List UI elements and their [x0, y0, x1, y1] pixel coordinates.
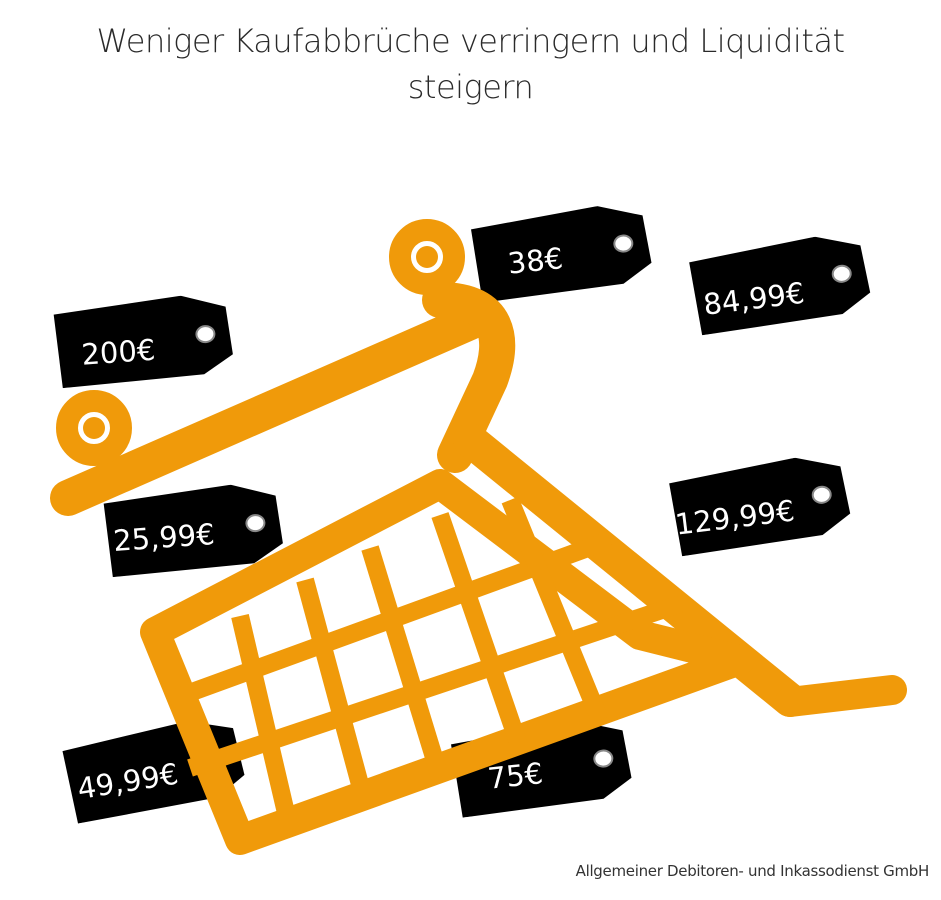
tag-label: 200€ — [80, 333, 156, 372]
shopping-cart-icon — [50, 219, 907, 855]
title-line-2: steigern — [407, 68, 534, 106]
price-tag-25-99: 25,99€ — [101, 480, 286, 578]
wheel-hub-left — [83, 417, 105, 439]
tag-label: 38€ — [506, 241, 565, 281]
price-tag-84-99: 84,99€ — [686, 229, 874, 337]
tag-label: 25,99€ — [112, 517, 216, 558]
title-line-1: Weniger Kaufabbrüche verringern und Liqu… — [96, 22, 845, 60]
price-tag-49-99: 49,99€ — [59, 712, 249, 825]
price-tag-38: 38€ — [468, 200, 655, 304]
price-tag-200: 200€ — [51, 291, 236, 389]
page-title: Weniger Kaufabbrüche verringern und Liqu… — [0, 18, 941, 110]
company-credit: Allgemeiner Debitoren- und Inkassodienst… — [575, 862, 930, 880]
wheel-hub-top — [416, 246, 438, 268]
price-tag-129-99: 129,99€ — [666, 450, 854, 558]
